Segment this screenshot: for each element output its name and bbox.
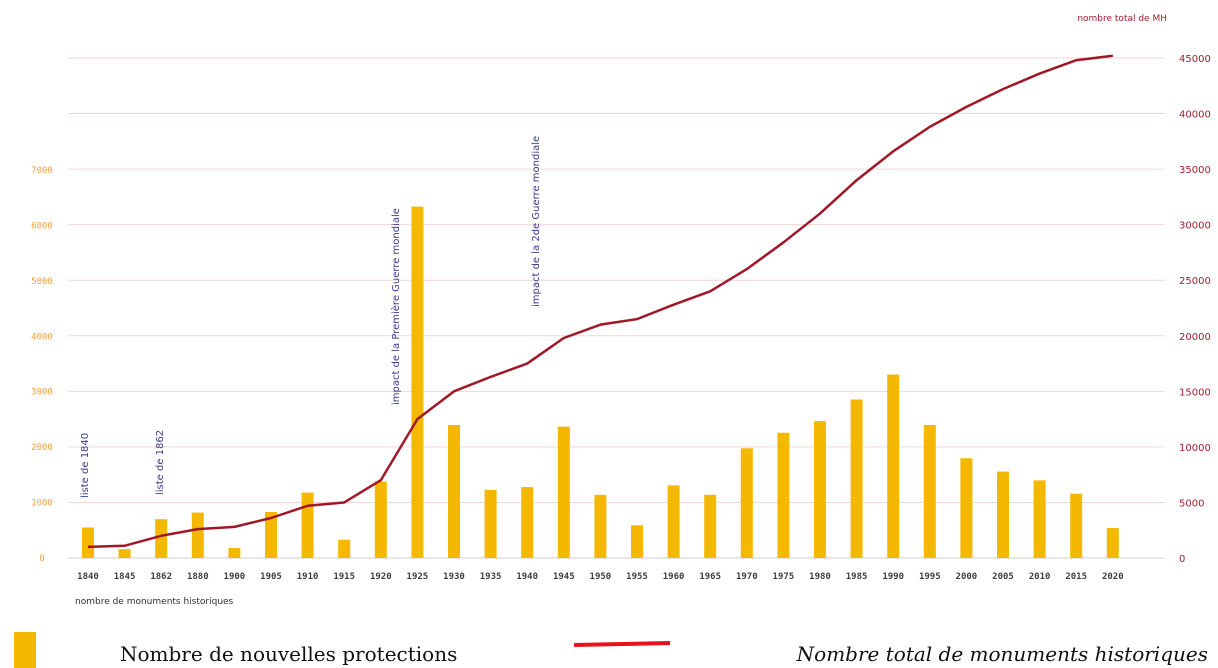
left-tick-label: 3000: [31, 388, 53, 398]
x-tick-label: 1995: [919, 572, 941, 582]
bar-1910: [301, 492, 314, 558]
right-axis-title: nombre total de MH: [1077, 14, 1167, 24]
right-tick-label: 5000: [1179, 498, 1204, 509]
left-tick-label: 0: [39, 554, 44, 564]
annotation: liste de 1862: [155, 430, 166, 495]
x-tick-label: 1930: [443, 572, 465, 582]
bar-1905: [265, 511, 277, 558]
left-tick-label: 7000: [31, 166, 53, 176]
bar-1995: [923, 424, 936, 558]
bar-1990: [887, 374, 900, 558]
right-tick-label: 15000: [1179, 387, 1211, 398]
bar-series: [82, 206, 1119, 558]
bar-1940: [521, 487, 534, 558]
x-tick-label: 1900: [224, 572, 246, 582]
left-tick-label: 6000: [31, 221, 53, 231]
x-tick-label: 2000: [956, 572, 978, 582]
x-tick-label: 1925: [407, 572, 429, 582]
right-tick-label: 20000: [1179, 332, 1211, 343]
x-tick-label: 1955: [626, 572, 648, 582]
legend-line-swatch: [573, 641, 671, 647]
x-tick-label: 2020: [1102, 572, 1124, 582]
bar-1880: [191, 512, 204, 558]
x-tick-label: 1960: [663, 572, 685, 582]
bar-1845: [118, 549, 131, 558]
x-axis-title: nombre de monuments historiques: [75, 597, 234, 607]
bar-1970: [740, 448, 753, 558]
bar-1950: [594, 494, 607, 558]
gridlines: [68, 57, 1165, 559]
x-tick-label: 1920: [370, 572, 392, 582]
legend-bar-swatch: [14, 632, 36, 668]
legend-line-label: Nombre total de monuments historiques: [796, 642, 1208, 666]
bar-1840: [82, 527, 94, 558]
x-tick-label: 1975: [773, 572, 795, 582]
bar-1960: [667, 485, 680, 558]
bar-1925: [411, 206, 424, 558]
bar-1930: [448, 424, 460, 558]
x-tick-label: 1965: [699, 572, 721, 582]
x-tick-label: 1990: [882, 572, 904, 582]
bar-1975: [777, 432, 790, 558]
bar-1915: [338, 539, 351, 558]
left-tick-label: 1000: [31, 499, 53, 509]
left-tick-label: 5000: [31, 277, 53, 287]
bar-2015: [1070, 493, 1083, 558]
x-tick-label: 1945: [553, 572, 575, 582]
legend-bar-label: Nombre de nouvelles protections: [120, 642, 457, 666]
left-tick-label: 2000: [31, 443, 53, 453]
x-tick-label: 1915: [333, 572, 355, 582]
x-tick-label: 1935: [480, 572, 502, 582]
x-tick-label: 1845: [114, 572, 136, 582]
right-tick-label: 0: [1179, 554, 1185, 565]
annotation: impact de la Première Guerre mondiale: [390, 208, 402, 405]
bar-1985: [850, 399, 863, 558]
total-line: [87, 54, 1113, 549]
left-axis-ticks: 0 1000 2000 3000 4000 5000 6000 7000: [31, 166, 53, 564]
bar-1955: [631, 525, 643, 558]
x-tick-label: 2010: [1029, 572, 1051, 582]
x-tick-label: 1880: [187, 572, 209, 582]
x-tick-label: 1910: [297, 572, 319, 582]
x-tick-label: 1905: [260, 572, 282, 582]
left-tick-label: 4000: [31, 332, 53, 342]
bar-1945: [557, 426, 570, 558]
right-tick-label: 30000: [1179, 221, 1211, 232]
x-tick-label: 1970: [736, 572, 758, 582]
annotations: liste de 1840 liste de 1862 impact de la P…: [80, 136, 542, 498]
x-tick-label: 1840: [77, 572, 99, 582]
right-tick-label: 35000: [1179, 165, 1211, 176]
bar-1980: [814, 421, 826, 558]
x-tick-label: 1862: [150, 572, 172, 582]
bar-1862: [155, 519, 168, 558]
bar-1920: [374, 481, 387, 558]
x-tick-label: 1940: [516, 572, 538, 582]
x-tick-label: 2005: [992, 572, 1014, 582]
right-tick-label: 25000: [1179, 276, 1211, 287]
x-tick-label: 2015: [1065, 572, 1087, 582]
bar-2020: [1106, 528, 1119, 558]
bar-2000: [960, 458, 973, 558]
bar-1900: [228, 548, 241, 558]
annotation: liste de 1840: [80, 433, 91, 498]
line-series: [87, 54, 1113, 549]
right-tick-label: 40000: [1179, 110, 1211, 121]
x-tick-label: 1950: [590, 572, 612, 582]
bar-1965: [704, 494, 717, 558]
bar-2010: [1033, 480, 1046, 558]
right-axis-ticks: 0 5000 10000 15000 20000 25000 30000 35000 40000…: [1179, 54, 1211, 565]
x-tick-label: 1980: [809, 572, 831, 582]
annotation: impact de la 2de Guerre mondiale: [531, 136, 542, 307]
bar-2005: [997, 471, 1009, 558]
right-tick-label: 45000: [1179, 54, 1211, 65]
x-axis-ticks: 1840 1845 1862 1880 1900 1905 1910 1915 1920 1925…: [77, 572, 1123, 582]
right-tick-label: 10000: [1179, 443, 1211, 454]
bar-1935: [484, 489, 497, 558]
x-tick-label: 1985: [846, 572, 868, 582]
